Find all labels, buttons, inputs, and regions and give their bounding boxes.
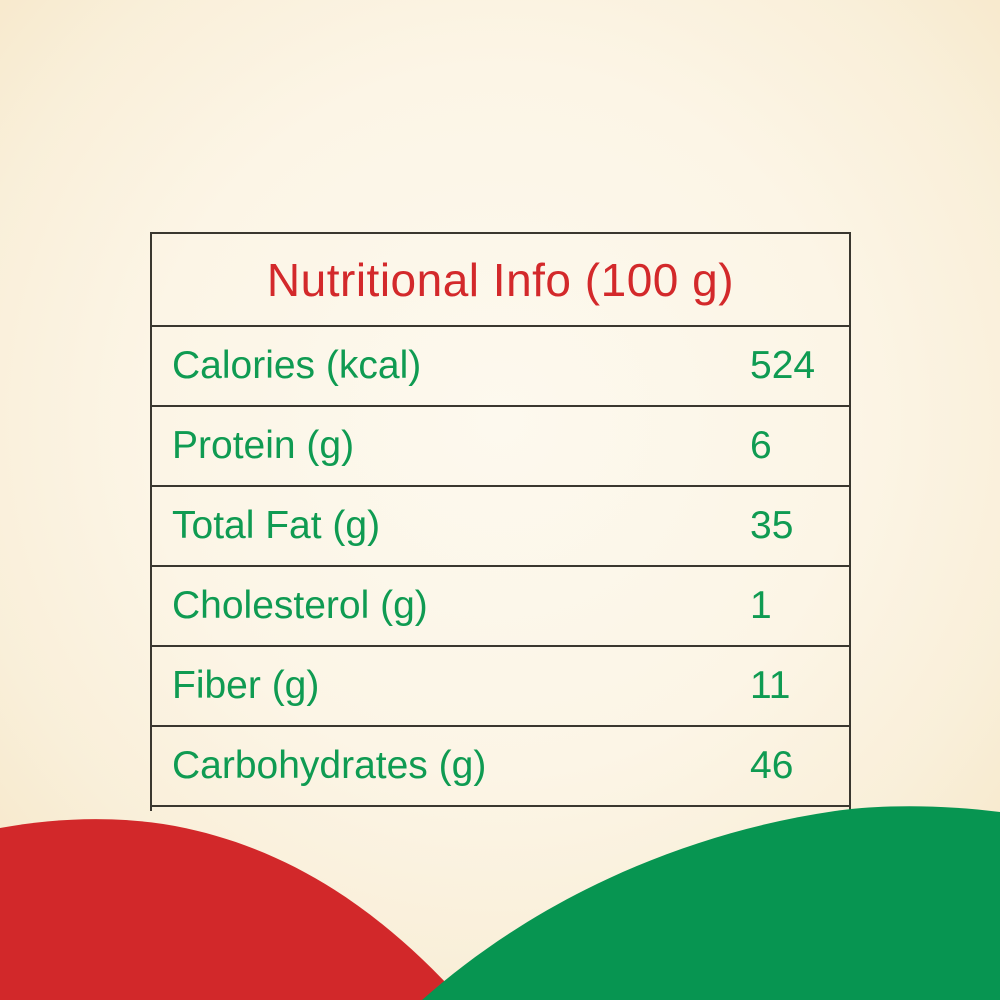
table-title: Nutritional Info (100 g) — [266, 253, 735, 306]
table-row-fiber: Fiber (g) 11 — [152, 645, 849, 725]
green-hill-shape — [422, 806, 1000, 1000]
red-hill-shape — [0, 819, 462, 1000]
row-value: 46 — [750, 744, 794, 787]
table-row-calories: Calories (kcal) 524 — [152, 325, 849, 405]
row-value: 6 — [750, 424, 772, 467]
decorative-hills — [0, 806, 1000, 1000]
row-value: 1 — [750, 584, 772, 627]
row-label: Total Fat (g) — [172, 504, 381, 547]
row-value: 524 — [750, 344, 816, 387]
row-value: 11 — [750, 664, 791, 707]
row-value: 35 — [750, 504, 794, 547]
row-label: Cholesterol (g) — [172, 584, 428, 627]
table-row-total-fat: Total Fat (g) 35 — [152, 485, 849, 565]
nutrition-table: Nutritional Info (100 g) Calories (kcal)… — [150, 232, 851, 811]
table-row-carbohydrates: Carbohydrates (g) 46 — [152, 725, 849, 805]
row-label: Protein (g) — [172, 424, 355, 467]
table-title-row: Nutritional Info (100 g) — [152, 234, 849, 325]
table-row-cholesterol: Cholesterol (g) 1 — [152, 565, 849, 645]
table-row-protein: Protein (g) 6 — [152, 405, 849, 485]
row-label: Carbohydrates (g) — [172, 744, 487, 787]
row-label: Fiber (g) — [172, 664, 320, 707]
row-label: Calories (kcal) — [172, 344, 422, 387]
